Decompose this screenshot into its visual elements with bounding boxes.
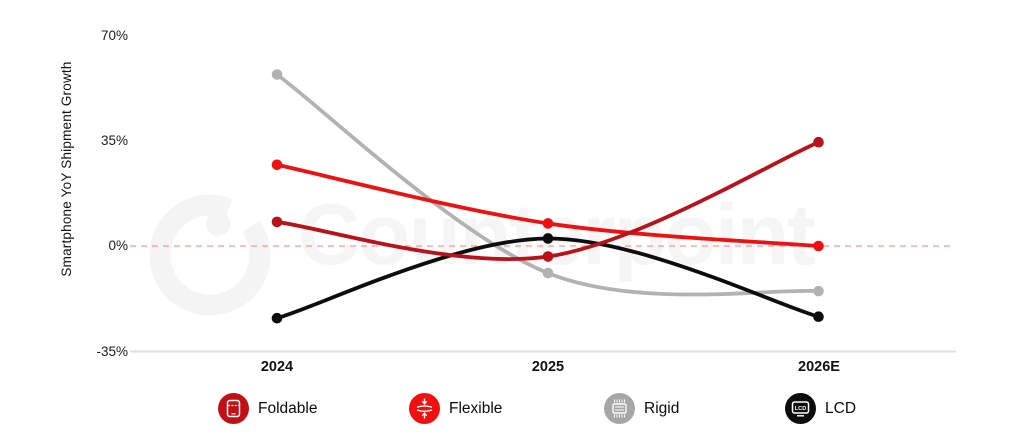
legend-item-lcd: LCD LCD	[785, 392, 856, 425]
flexible-display-icon	[409, 393, 440, 424]
point-foldable-2026E	[813, 136, 824, 148]
legend-label-flexible: Flexible	[449, 399, 503, 417]
point-flexible-2024	[271, 159, 283, 171]
point-flexible-2026E	[813, 240, 824, 252]
point-rigid-2024	[271, 69, 283, 80]
x-tick-2024: 2024	[260, 359, 294, 375]
foldable-phone-icon	[218, 393, 249, 424]
point-lcd-2024	[271, 312, 283, 324]
point-lcd-2026E	[813, 311, 824, 323]
x-tick-2025: 2025	[531, 359, 565, 375]
point-lcd-2025	[542, 233, 554, 244]
watermark-text: Counterpoint	[298, 187, 816, 283]
legend-item-rigid: Rigid	[604, 392, 679, 425]
legend-label-lcd: LCD	[825, 399, 857, 417]
point-foldable-2025	[542, 251, 554, 262]
legend-label-foldable: Foldable	[258, 399, 318, 417]
counterpoint-logo-watermark	[149, 194, 271, 316]
legend-label-rigid: Rigid	[644, 399, 680, 417]
y-tick-0: 0%	[108, 238, 128, 253]
legend-item-foldable: Foldable	[218, 392, 317, 425]
lcd-monitor-icon: LCD	[785, 393, 816, 424]
rigid-display-icon	[604, 393, 635, 424]
y-tick-70: 70%	[100, 28, 128, 43]
lcd-icon-text: LCD	[795, 406, 807, 412]
y-tick-35: 35%	[100, 133, 128, 148]
y-tick-n35: -35%	[96, 344, 128, 359]
point-rigid-2025	[542, 267, 554, 279]
point-rigid-2026E	[813, 285, 824, 297]
legend-item-flexible: Flexible	[409, 392, 502, 425]
point-foldable-2024	[271, 216, 283, 228]
x-tick-2026e: 2026E	[798, 359, 840, 375]
point-flexible-2025	[542, 218, 554, 229]
